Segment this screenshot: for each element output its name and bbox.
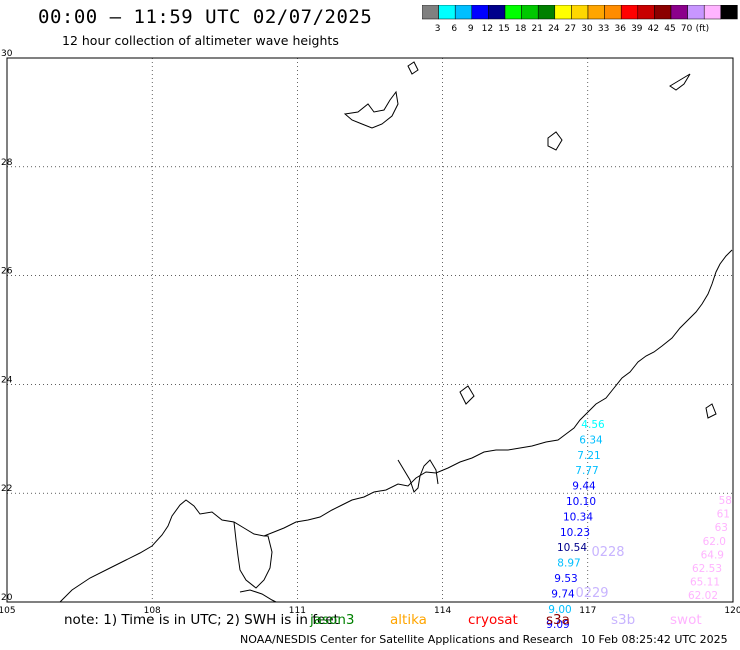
island-small-1	[407, 61, 419, 75]
wave-height-label: 7.77	[575, 465, 598, 477]
colorbar-tick-label: 27	[565, 24, 576, 34]
coastline	[59, 61, 733, 603]
coastline-north-island	[669, 73, 691, 91]
swot-value-label: 58	[719, 495, 732, 507]
island-small-3	[459, 385, 475, 405]
y-tick-label: 24	[1, 375, 13, 385]
colorbar-tick-label: 39	[631, 24, 643, 34]
x-tick-label: 114	[434, 606, 451, 616]
x-tick-label: 108	[144, 606, 161, 616]
map-frame	[6, 57, 734, 603]
axis-labels: 105 108 111 114 117 120 30 28 26 24 22 20	[0, 49, 740, 616]
island-cluster-north	[343, 90, 399, 129]
y-tick-label: 26	[1, 267, 13, 277]
colorbar-tick-label: 42	[648, 24, 659, 34]
page-subtitle: 12 hour collection of altimeter wave hei…	[62, 33, 339, 48]
x-tick-label: 120	[724, 606, 740, 616]
coastline-mainland	[59, 249, 733, 603]
x-tick-label: 111	[289, 606, 306, 616]
y-tick-label: 28	[1, 158, 13, 168]
legend-item-jason3: jason3	[310, 612, 355, 628]
coastline-hainan	[239, 589, 277, 603]
wave-height-label: 7.21	[577, 450, 600, 462]
y-tick-label: 30	[1, 49, 13, 59]
y-tick-label: 20	[1, 593, 13, 603]
pass-id-label: 0229	[575, 586, 608, 601]
wave-height-label: 9.53	[554, 573, 577, 585]
colorbar-tick-label: 70	[681, 24, 693, 34]
colorbar-tick-label: 6	[451, 24, 457, 34]
wave-height-label: 9.74	[551, 588, 575, 600]
credit-text: NOAA/NESDIS Center for Satellite Applica…	[240, 633, 574, 646]
colorbar-tick-label: 24	[548, 24, 560, 34]
wave-height-label: 10.23	[560, 527, 590, 539]
colorbar-unit: (ft)	[696, 24, 710, 34]
colorbar: 3 6 9 12 15 18 21 24 27 30 33 36 39 42 45 70 (ft)	[422, 5, 738, 34]
island-small-4	[705, 403, 717, 419]
wave-height-label: 10.54	[557, 542, 587, 554]
page-title: 00:00 – 11:59 UTC 02/07/2025	[38, 6, 373, 28]
colorbar-swatch	[720, 5, 738, 20]
wave-height-label: 9.09	[546, 619, 569, 631]
wave-height-label: 10.10	[566, 496, 596, 508]
map-grid	[7, 58, 733, 602]
colorbar-tick-label: 21	[531, 24, 542, 34]
colorbar-tick-label: 30	[581, 24, 593, 34]
colorbar-tick-label: 18	[515, 24, 527, 34]
swot-value-label: 62.53	[692, 563, 722, 575]
colorbar-tick-label: 15	[498, 24, 509, 34]
swot-value-label: 62.02	[688, 590, 718, 602]
legend-item-s3b: s3b	[611, 612, 636, 628]
wave-height-label: 8.97	[557, 558, 580, 570]
colorbar-tick-label: 45	[664, 24, 675, 34]
x-tick-label: 117	[579, 606, 596, 616]
observation-labels: 4.56 6.34 7.21 7.77 9.44 10.10 10.34 10.23 10.54…	[546, 419, 732, 631]
colorbar-tick-label: 12	[482, 24, 493, 34]
swot-value-label: 64.9	[701, 549, 724, 561]
island-small-2	[547, 131, 563, 151]
pearl-river-delta	[397, 459, 439, 493]
coastline-leizhou	[233, 521, 273, 589]
swot-value-label: 63	[715, 522, 728, 534]
wave-height-label: 6.34	[579, 434, 603, 446]
x-tick-label: 105	[0, 606, 16, 616]
wave-height-label: 9.44	[572, 481, 596, 493]
timestamp-text: 10 Feb 08:25:42 UTC 2025	[581, 633, 728, 646]
legend-item-swot: swot	[670, 612, 702, 628]
y-tick-label: 22	[1, 484, 12, 494]
swot-value-label: 61	[717, 509, 730, 521]
wave-height-label: 10.34	[563, 511, 593, 523]
swot-value-label: 62.0	[703, 536, 726, 548]
legend-item-s3a: s3a	[546, 612, 570, 628]
legend-item-cryosat: cryosat	[468, 612, 518, 628]
colorbar-tick-label: 9	[468, 24, 474, 34]
swot-value-label: 65.11	[690, 577, 720, 589]
wave-height-label: 4.56	[581, 419, 605, 431]
footer-note: note: 1) Time is in UTC; 2) SWH is in fe…	[64, 612, 339, 628]
legend-item-altika: altika	[390, 612, 427, 628]
colorbar-tick-label: 3	[435, 24, 441, 34]
pass-id-label: 0228	[591, 545, 624, 560]
colorbar-tick-label: 33	[598, 24, 609, 34]
wave-height-label: 9.00	[548, 604, 571, 616]
colorbar-tick-label: 36	[614, 24, 626, 34]
